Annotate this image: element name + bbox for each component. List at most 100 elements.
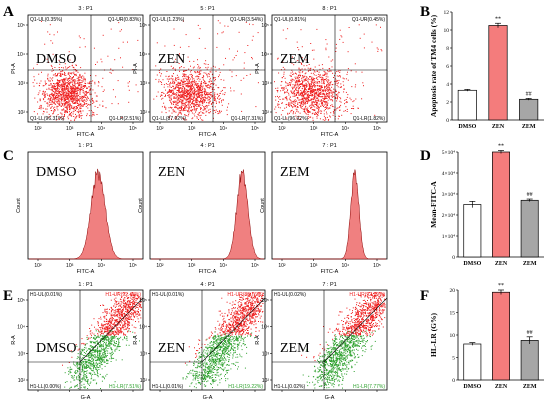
event-dot	[95, 340, 97, 342]
event-dot	[69, 103, 71, 105]
event-dot	[117, 292, 119, 294]
event-dot	[61, 109, 63, 110]
event-dot	[49, 101, 51, 103]
event-dot	[178, 82, 180, 84]
event-dot	[209, 71, 211, 73]
event-dot	[117, 327, 119, 329]
event-dot	[83, 90, 84, 92]
event-dot	[101, 326, 103, 328]
event-dot	[322, 103, 324, 105]
event-dot	[81, 352, 82, 354]
x-axis-label: FITC-A	[199, 132, 217, 138]
event-dot	[85, 377, 87, 379]
event-dot	[76, 372, 78, 374]
event-dot	[375, 24, 377, 26]
event-dot	[317, 105, 319, 107]
event-dot	[80, 362, 82, 364]
event-dot	[66, 86, 68, 88]
event-dot	[52, 87, 54, 89]
event-dot	[60, 74, 62, 76]
event-dot	[317, 88, 319, 90]
event-dot	[123, 305, 125, 307]
event-dot	[112, 336, 114, 337]
event-dot	[196, 85, 198, 87]
event-dot	[56, 99, 58, 101]
event-dot	[104, 328, 106, 330]
sample-name: ZEN	[158, 165, 185, 180]
event-dot	[191, 98, 193, 100]
event-dot	[301, 75, 303, 77]
event-dot	[57, 109, 59, 111]
event-dot	[329, 68, 331, 70]
event-dot	[199, 67, 201, 69]
event-dot	[320, 85, 322, 87]
event-dot	[136, 310, 138, 312]
event-dot	[208, 87, 210, 89]
event-dot	[85, 94, 87, 96]
event-dot	[139, 305, 140, 307]
event-dot	[85, 362, 87, 364]
event-dot	[67, 90, 69, 92]
event-dot	[308, 94, 310, 96]
event-dot	[76, 345, 78, 347]
event-dot	[104, 317, 106, 319]
event-dot	[314, 86, 316, 88]
event-dot	[321, 110, 323, 112]
event-dot	[56, 115, 58, 117]
event-dot	[199, 72, 201, 74]
event-dot	[123, 318, 125, 320]
event-dot	[73, 116, 75, 117]
event-dot	[277, 57, 279, 59]
event-dot	[188, 114, 190, 116]
event-dot	[314, 93, 316, 95]
event-dot	[185, 76, 187, 78]
event-dot	[119, 304, 121, 306]
event-dot	[318, 109, 320, 110]
event-dot	[53, 110, 54, 112]
event-dot	[90, 364, 92, 366]
event-dot	[297, 80, 299, 82]
event-dot	[292, 101, 294, 103]
event-dot	[203, 63, 205, 65]
event-dot	[201, 95, 203, 97]
event-dot	[290, 72, 292, 74]
event-dot	[343, 110, 345, 112]
event-dot	[61, 114, 63, 116]
event-dot	[361, 71, 363, 73]
event-dot	[105, 352, 107, 354]
event-dot	[219, 112, 221, 114]
event-dot	[312, 92, 314, 94]
event-dot	[51, 105, 53, 107]
event-dot	[193, 113, 195, 115]
event-dot	[105, 337, 106, 339]
event-dot	[339, 38, 341, 40]
event-dot	[78, 379, 80, 381]
event-dot	[200, 94, 202, 96]
event-dot	[300, 95, 302, 97]
event-dot	[203, 106, 205, 108]
event-dot	[90, 352, 92, 354]
event-dot	[326, 87, 328, 89]
event-dot	[329, 116, 331, 118]
event-dot	[184, 119, 186, 121]
event-dot	[96, 343, 98, 344]
event-dot	[299, 119, 301, 120]
event-dot	[252, 24, 254, 26]
event-dot	[82, 350, 83, 351]
event-dot	[92, 89, 94, 91]
event-dot	[79, 83, 81, 85]
event-dot	[117, 338, 119, 340]
event-dot	[192, 99, 194, 101]
event-dot	[87, 359, 89, 361]
event-dot	[94, 354, 96, 356]
event-dot	[171, 90, 173, 92]
event-dot	[75, 99, 77, 101]
event-dot	[60, 116, 62, 118]
event-dot	[75, 69, 77, 71]
event-dot	[180, 96, 182, 98]
event-dot	[84, 380, 86, 382]
event-dot	[246, 75, 248, 76]
event-dot	[317, 114, 319, 116]
event-dot	[308, 98, 309, 100]
event-dot	[334, 80, 336, 82]
